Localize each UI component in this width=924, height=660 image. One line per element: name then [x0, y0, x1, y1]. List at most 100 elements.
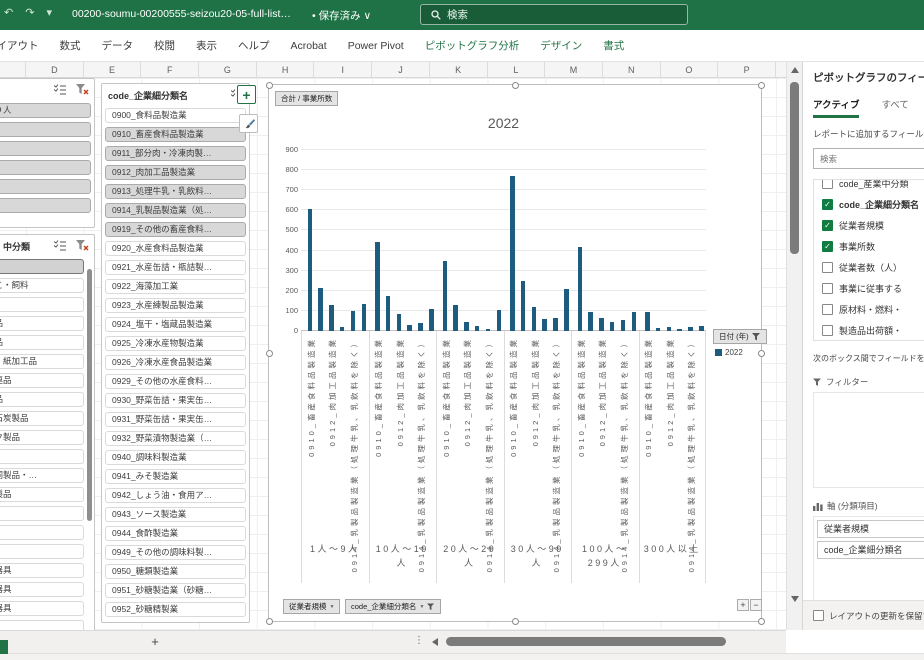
multiselect-icon[interactable]: [52, 82, 68, 97]
slicer-item[interactable]: ２９人: [0, 160, 91, 175]
chart-value-field-button[interactable]: 合計 / 事業所数: [275, 91, 339, 106]
bar[interactable]: [453, 304, 458, 331]
bar[interactable]: [385, 295, 391, 331]
splitter-grip-icon[interactable]: ⋮: [414, 635, 424, 646]
slicer-scrollbar[interactable]: [87, 269, 92, 521]
ribbon-tab[interactable]: デザイン: [540, 40, 583, 52]
chart-date-filter-button[interactable]: 日付 (年): [713, 329, 767, 344]
chart-zoom-out-button[interactable]: −: [750, 599, 762, 611]
column-header[interactable]: F: [141, 62, 200, 77]
field-checkbox[interactable]: [822, 262, 833, 273]
filter-drop-zone[interactable]: [813, 392, 924, 488]
field-row[interactable]: code_産業中分類: [814, 180, 924, 194]
bar[interactable]: [350, 310, 356, 331]
bar[interactable]: [599, 317, 604, 331]
slicer-item[interactable]: 0914_乳製品製造業（処…: [105, 203, 246, 218]
slicer-item[interactable]: 0929_その他の水産食料…: [105, 374, 246, 389]
slicer-item[interactable]: 0932_野菜漬物製造業（…: [105, 431, 246, 446]
bar[interactable]: [645, 311, 650, 331]
bar[interactable]: [407, 324, 412, 331]
bar[interactable]: [655, 327, 661, 331]
worksheet-grid[interactable]: ～２９９人 １９人人 ２９人以上 ９９人 中分類 品・たばこ・飼料工業品・木製品・装備…: [0, 78, 786, 660]
ribbon-tab[interactable]: 校閲: [154, 40, 175, 52]
field-checkbox[interactable]: ✓: [822, 199, 833, 210]
ribbon-tab[interactable]: レイアウト: [0, 40, 39, 52]
slicer-item[interactable]: 0940_調味料製造業: [105, 450, 246, 465]
pane-tab[interactable]: アクティブ: [813, 97, 860, 118]
bar[interactable]: [531, 306, 537, 331]
slicer-item[interactable]: 金属: [0, 525, 84, 540]
field-row[interactable]: ✓ code_企業細分類名: [814, 194, 924, 215]
pane-tab[interactable]: すべて: [881, 100, 909, 111]
bar[interactable]: [307, 209, 312, 331]
field-checkbox[interactable]: [822, 325, 833, 336]
customize-qat-icon[interactable]: ▾: [46, 7, 52, 19]
ribbon-tab[interactable]: 表示: [196, 40, 217, 52]
slicer-item[interactable]: 0952_砂糖精製業: [105, 602, 246, 617]
bar[interactable]: [677, 329, 682, 331]
bar[interactable]: [442, 260, 447, 331]
bar[interactable]: [429, 308, 434, 331]
bar[interactable]: [699, 325, 704, 331]
slicer-item[interactable]: し革・同製品・…: [0, 468, 84, 483]
scroll-left-icon[interactable]: [432, 638, 438, 646]
chart-title[interactable]: 2022: [487, 115, 520, 131]
bar[interactable]: [418, 322, 423, 331]
autosave-status[interactable]: • 保存済み ∨: [312, 10, 372, 22]
slicer-item[interactable]: ・装備品: [0, 335, 84, 350]
slicer-industry-mid[interactable]: 中分類 品・たばこ・飼料工業品・木製品・装備品プ・紙・紙加工品・同関連品工業製品…: [0, 234, 95, 660]
bar[interactable]: [588, 311, 593, 331]
slicer-industry-fine[interactable]: code_企業細分類名 0900_食料品製造業 0910_畜産食料品製造業 0911…: [101, 83, 250, 623]
column-header[interactable]: G: [199, 62, 257, 77]
bar[interactable]: [631, 311, 636, 331]
defer-layout-update[interactable]: レイアウトの更新を保留する: [803, 600, 924, 630]
slicer-item[interactable]: 0950_糖類製造業: [105, 564, 246, 579]
slicer-item[interactable]: 用機械器具: [0, 601, 84, 616]
slicer-item[interactable]: 0924_塩干・塩蔵品製造業: [105, 317, 246, 332]
slicer-item[interactable]: プ・紙・紙加工品: [0, 354, 84, 369]
defer-checkbox[interactable]: [813, 610, 824, 621]
axis-field-pill[interactable]: code_企業細分類名: [817, 541, 924, 559]
selection-handle[interactable]: [758, 350, 765, 357]
field-checkbox[interactable]: ✓: [822, 220, 833, 231]
field-row[interactable]: 製造品出荷額・: [814, 320, 924, 340]
column-header[interactable]: M: [545, 62, 603, 77]
chart-axis-field-button-1[interactable]: 従業者規模 ▼: [283, 599, 341, 614]
selection-handle[interactable]: [758, 82, 765, 89]
slicer-item[interactable]: 0943_ソース製造業: [105, 507, 246, 522]
slicer-item[interactable]: 0931_野菜缶詰・果実缶…: [105, 412, 246, 427]
column-header[interactable]: N: [603, 62, 661, 77]
slicer-item[interactable]: ・土石製品: [0, 487, 84, 502]
bar[interactable]: [553, 317, 558, 331]
slicer-item[interactable]: 製品・石炭製品: [0, 411, 84, 426]
selection-handle[interactable]: [758, 618, 765, 625]
bar[interactable]: [396, 313, 402, 331]
field-row[interactable]: 事業に従事する: [814, 278, 924, 299]
chart-legend[interactable]: 2022: [715, 348, 743, 357]
slicer-item[interactable]: 0900_食料品製造業: [105, 108, 246, 123]
slicer-item[interactable]: 0930_野菜缶詰・果実缶…: [105, 393, 246, 408]
search-box[interactable]: 検索: [420, 4, 688, 25]
selection-handle[interactable]: [266, 82, 273, 89]
bar[interactable]: [666, 326, 672, 331]
chart-elements-plus-button[interactable]: +: [237, 85, 256, 104]
bar[interactable]: [542, 318, 547, 331]
slicer-item[interactable]: [0, 506, 84, 521]
slicer-item[interactable]: スチック製品: [0, 430, 84, 445]
slicer-item[interactable]: 用機械器具: [0, 563, 84, 578]
chart-styles-brush-icon[interactable]: [239, 114, 258, 133]
pivot-chart[interactable]: 合計 / 事業所数 2022 0 100 200 300 400 500 600 700 800…: [266, 82, 767, 625]
column-header[interactable]: J: [372, 62, 430, 77]
slicer-item[interactable]: ・木製品: [0, 316, 84, 331]
slicer-item[interactable]: 0951_砂糖製造業（砂糖…: [105, 583, 246, 598]
field-row[interactable]: 従業者数（人）: [814, 257, 924, 278]
column-header[interactable]: I: [314, 62, 373, 77]
slicer-employee-size[interactable]: ～２９９人 １９人人 ２９人以上 ９９人: [0, 78, 95, 228]
selection-handle[interactable]: [512, 82, 519, 89]
slicer-item[interactable]: 品: [0, 259, 84, 274]
column-header[interactable]: D: [26, 62, 84, 77]
add-sheet-button[interactable]: +: [151, 634, 159, 649]
slicer-item[interactable]: 0949_その他の調味料製…: [105, 545, 246, 560]
slicer-item[interactable]: 用機械器具: [0, 582, 84, 597]
selection-handle[interactable]: [512, 618, 519, 625]
